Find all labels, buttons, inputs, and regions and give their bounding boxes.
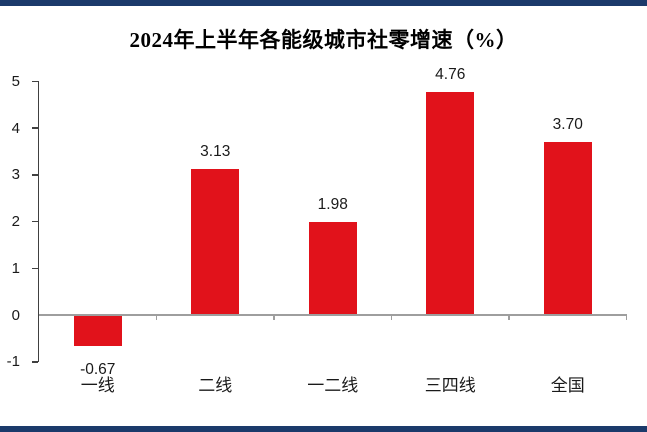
bar-value-label: -0.67 xyxy=(80,361,116,379)
bar xyxy=(426,92,475,315)
category-label: 一线 xyxy=(80,376,115,395)
y-axis-tick xyxy=(32,361,38,363)
x-axis-tick xyxy=(390,315,393,320)
y-axis-line xyxy=(37,81,39,362)
y-axis-tick xyxy=(32,220,38,223)
x-axis-tick xyxy=(508,315,510,320)
top-border-rule xyxy=(0,0,647,6)
bar xyxy=(543,142,592,315)
y-tick-label: 2 xyxy=(11,213,20,230)
y-axis-tick xyxy=(32,127,38,129)
bar xyxy=(191,168,240,315)
category-label: 三四线 xyxy=(424,376,476,395)
y-axis-tick xyxy=(32,80,38,82)
category-label: 全国 xyxy=(550,376,585,395)
x-axis-tick xyxy=(273,315,275,320)
category-label: 二线 xyxy=(198,376,233,395)
x-axis-line xyxy=(39,314,627,316)
y-axis-tick xyxy=(32,174,38,176)
bar-value-label: 1.98 xyxy=(317,196,348,214)
bar xyxy=(308,222,357,315)
bottom-border-rule xyxy=(0,426,647,432)
bar-value-label: 3.13 xyxy=(200,142,231,160)
x-axis-tick xyxy=(625,315,628,320)
chart-title: 2024年上半年各能级城市社零增速（%） xyxy=(129,28,518,52)
bar-value-label: 3.70 xyxy=(552,116,583,134)
bar-value-label: 4.76 xyxy=(435,66,466,84)
y-axis-tick xyxy=(32,267,38,269)
x-axis-tick xyxy=(155,315,158,320)
y-tick-label: 0 xyxy=(11,306,20,324)
y-tick-label: 3 xyxy=(11,166,20,184)
y-tick-label: 4 xyxy=(11,119,20,137)
category-label: 一二线 xyxy=(307,376,359,395)
y-tick-label: 1 xyxy=(11,259,20,277)
y-tick-label: -1 xyxy=(6,353,20,371)
y-tick-label: 5 xyxy=(11,72,20,90)
bar xyxy=(73,315,122,347)
